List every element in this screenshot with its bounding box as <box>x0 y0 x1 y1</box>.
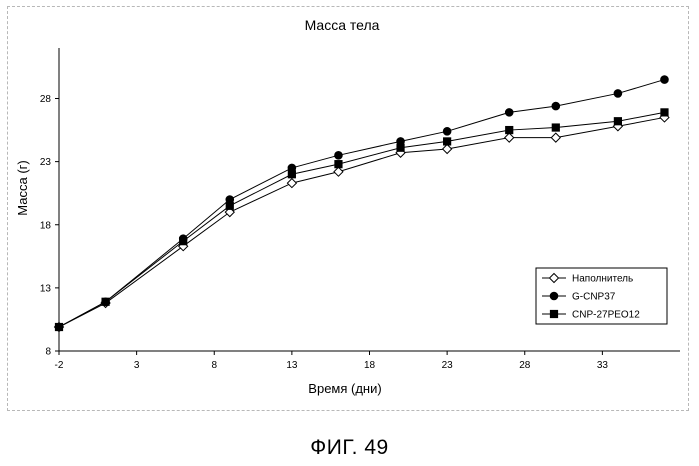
data-point-s3 <box>179 237 188 246</box>
x-tick-label: -2 <box>55 360 64 371</box>
data-point-s2 <box>551 101 561 111</box>
data-point-s1 <box>550 132 562 143</box>
data-point-s3 <box>334 160 343 169</box>
y-tick-label: 18 <box>40 220 52 231</box>
x-tick-label: 18 <box>364 360 376 371</box>
data-point-s3 <box>505 125 514 135</box>
data-point-s3 <box>101 297 110 306</box>
legend-label: Наполнитель <box>572 274 633 285</box>
chart-frame <box>7 6 689 411</box>
data-point-s2 <box>442 127 452 136</box>
chart-title: Масса тела <box>305 17 380 33</box>
x-tick-label: 8 <box>211 360 217 371</box>
y-tick-label: 13 <box>40 283 52 294</box>
data-point-s3 <box>287 170 296 179</box>
x-tick-label: 23 <box>442 360 454 371</box>
data-point-s1 <box>286 177 298 189</box>
x-axis-title: Время (дни) <box>308 381 381 396</box>
figure-caption: ФИГ. 49 <box>310 436 389 459</box>
x-tick-label: 13 <box>286 360 298 371</box>
data-point-s3 <box>660 108 669 117</box>
legend-marker <box>548 272 560 284</box>
legend-label: G-CNP37 <box>572 292 616 303</box>
data-point-s2 <box>613 89 623 98</box>
data-point-s2 <box>504 108 514 117</box>
y-tick-label: 28 <box>40 94 52 105</box>
data-point-s2 <box>334 151 343 160</box>
series-line-1 <box>58 116 665 328</box>
data-point-s1 <box>333 166 344 177</box>
x-tick-label: 28 <box>519 360 531 371</box>
data-point-s3 <box>443 137 452 146</box>
data-point-s1 <box>504 132 515 143</box>
data-point-s1 <box>441 143 453 155</box>
y-tick-label: 23 <box>40 157 52 168</box>
legend-label: CNP-27PEO12 <box>572 310 640 321</box>
y-axis-title: Масса (г) <box>15 160 30 215</box>
y-tick-label: 8 <box>45 347 51 358</box>
series-line-3 <box>58 111 665 328</box>
x-tick-label: 3 <box>134 360 140 371</box>
data-point-s3 <box>54 322 64 332</box>
plot-area: 8 13 18 23 28 -2 3 8 13 18 23 28 33 <box>40 48 680 371</box>
legend: Наполнитель G-CNP37 CNP-27PEO12 <box>535 267 668 325</box>
data-point-s3 <box>396 143 405 152</box>
data-point-s2 <box>660 75 669 84</box>
legend-marker <box>549 291 559 301</box>
data-point-s3 <box>225 201 234 210</box>
x-tick-label: 33 <box>597 360 609 371</box>
series-line-2 <box>58 79 665 328</box>
data-point-s3 <box>551 123 560 132</box>
data-point-s3 <box>613 117 622 126</box>
legend-marker <box>549 309 559 319</box>
